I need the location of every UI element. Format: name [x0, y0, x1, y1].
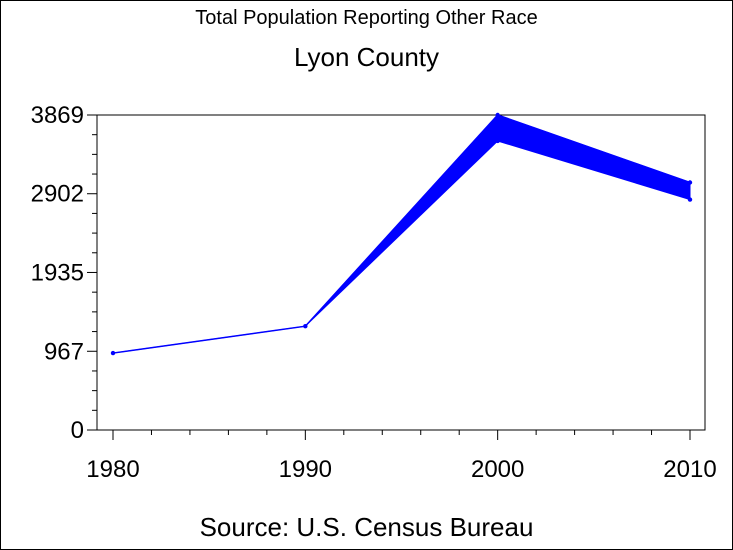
chart-title: Total Population Reporting Other Race — [195, 7, 538, 29]
x-tick-label: 1990 — [279, 456, 332, 483]
series-band — [112, 114, 691, 354]
x-tick-label: 1980 — [86, 456, 139, 483]
chart-subtitle: Lyon County — [293, 42, 440, 72]
y-tick-label: 2902 — [31, 181, 84, 208]
y-tick-label: 1935 — [31, 259, 84, 286]
x-tick-label: 2010 — [663, 456, 716, 483]
x-tick-label: 2000 — [471, 456, 524, 483]
y-tick-label: 0 — [71, 417, 84, 444]
data-point — [495, 112, 500, 118]
data-point — [110, 350, 116, 356]
data-point — [687, 197, 693, 202]
data-point — [495, 138, 500, 144]
data-point — [687, 180, 693, 185]
chart-source: Source: U.S. Census Bureau — [199, 512, 534, 542]
y-tick-label: 3869 — [31, 102, 84, 129]
data-point — [303, 323, 308, 329]
y-tick-label: 967 — [44, 338, 84, 365]
series-line — [112, 114, 691, 354]
